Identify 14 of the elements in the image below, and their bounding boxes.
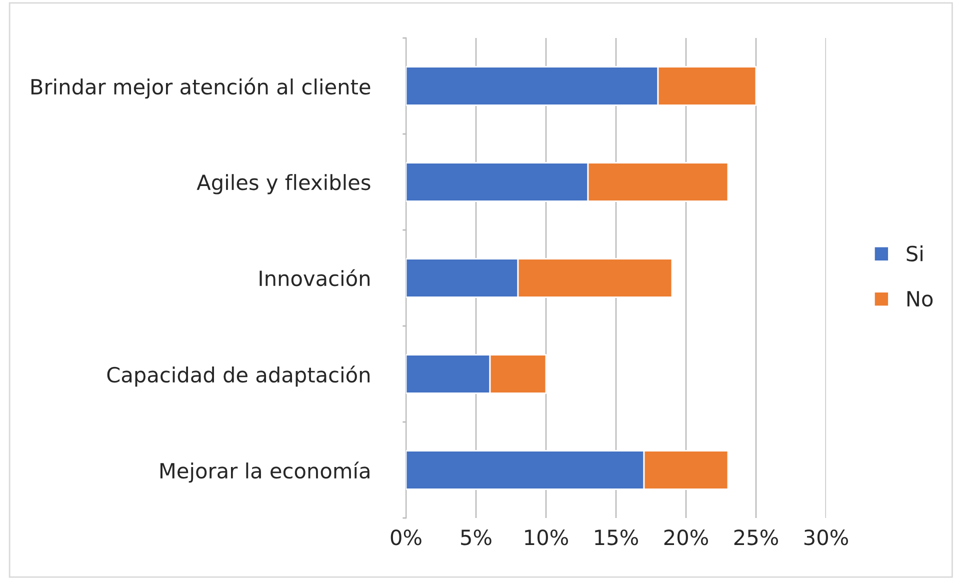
legend-label: Si (906, 245, 922, 262)
x-tick-label: 20% (664, 529, 708, 546)
x-tick-label: 30% (804, 529, 848, 546)
x-tick-label: 0% (390, 529, 422, 546)
y-tick-label: Agiles y flexibles (196, 174, 370, 194)
legend-label: No (907, 291, 933, 307)
x-tick-label: 10% (525, 529, 568, 546)
y-tick-label: Mejorar la economía (160, 462, 370, 483)
x-tick-label: 5% (461, 529, 492, 546)
y-tick-label: Brindar mejor atención al cliente (31, 78, 370, 99)
y-tick-label: Capacidad de adaptación (107, 366, 370, 387)
x-tick-label: 25% (734, 529, 778, 546)
x-tick-label: 15% (595, 529, 638, 546)
y-tick-label: Innovación (260, 269, 370, 286)
